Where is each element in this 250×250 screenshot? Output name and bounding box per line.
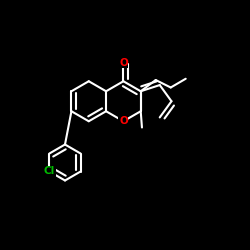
Text: Cl: Cl	[44, 166, 55, 176]
Text: O: O	[119, 116, 128, 126]
Text: O: O	[119, 58, 128, 68]
